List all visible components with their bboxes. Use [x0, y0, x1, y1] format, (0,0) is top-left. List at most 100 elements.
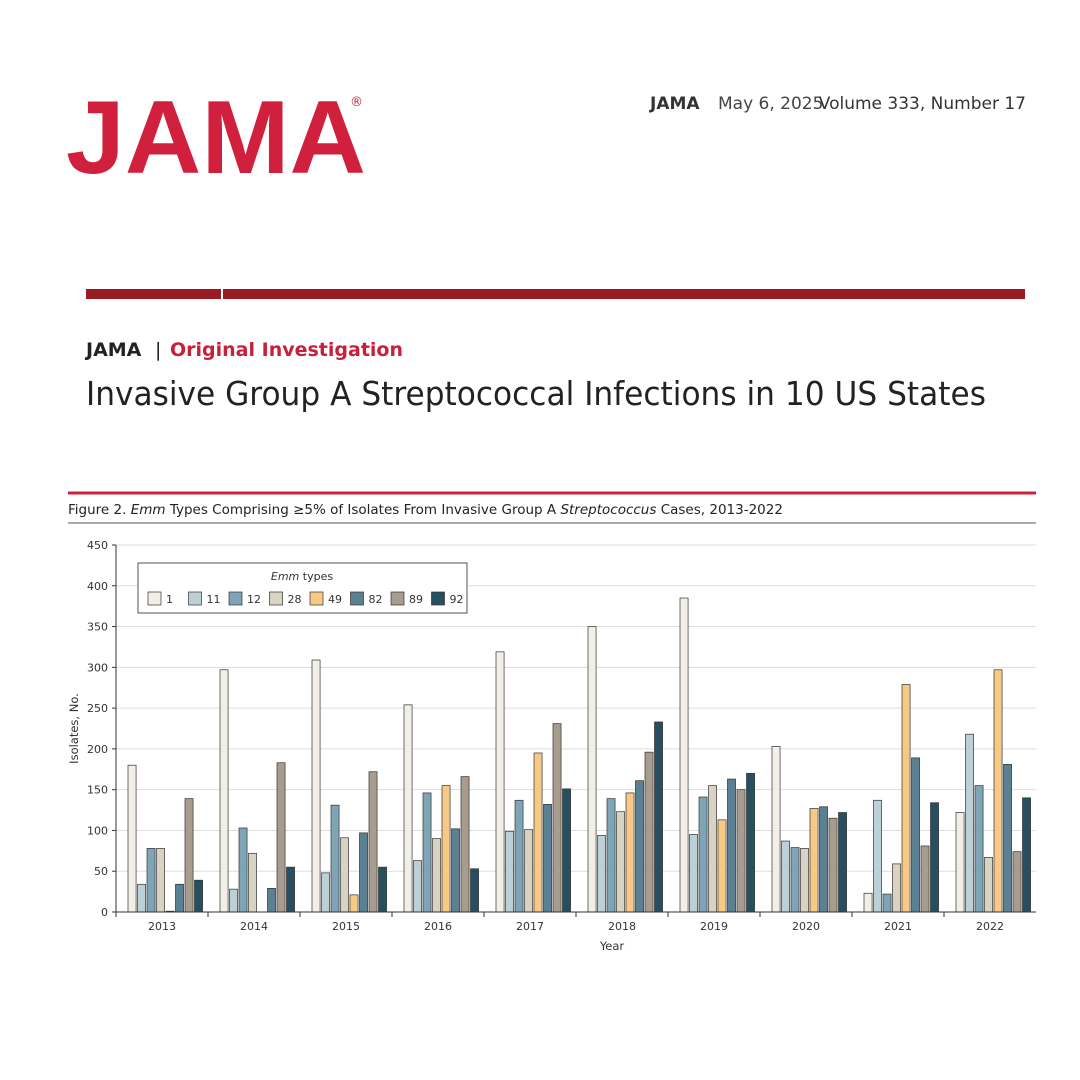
bar	[955, 812, 965, 913]
bar	[311, 659, 321, 913]
legend-label: 12	[247, 593, 261, 606]
legend-swatch	[269, 591, 283, 606]
logo: JAMA	[66, 80, 366, 196]
bar	[698, 796, 708, 913]
bar	[543, 803, 552, 913]
bar	[276, 762, 286, 913]
article-journal: JAMA	[84, 339, 142, 361]
bar	[689, 834, 698, 913]
x-tick-label: 2015	[332, 920, 360, 933]
bar	[930, 802, 939, 913]
bar	[616, 811, 625, 913]
bar	[597, 834, 606, 913]
bar	[984, 857, 993, 913]
bar	[403, 704, 413, 913]
bar	[413, 860, 422, 913]
bar	[790, 847, 800, 913]
legend-swatch	[431, 591, 445, 606]
bar	[1012, 851, 1022, 913]
logo-mark: ®	[350, 95, 363, 110]
bar	[1022, 797, 1031, 913]
y-axis-label: Isolates, No.	[67, 693, 81, 764]
bar	[920, 845, 930, 913]
legend-label: 28	[288, 593, 302, 606]
bar	[873, 799, 882, 913]
rule-gap	[221, 289, 223, 299]
bar	[892, 863, 901, 913]
bar	[533, 752, 543, 913]
bar	[562, 788, 571, 913]
x-tick-label: 2017	[516, 920, 544, 933]
x-tick-label: 2019	[700, 920, 728, 933]
legend-label: 92	[450, 593, 464, 606]
bar	[441, 785, 451, 913]
x-axis-label: Year	[599, 939, 625, 953]
bar	[219, 669, 229, 913]
bar	[828, 817, 838, 913]
y-tick-label: 200	[87, 743, 108, 756]
bar	[635, 780, 644, 913]
legend-label: 82	[369, 593, 383, 606]
title-part: Cases, 2013-2022	[656, 502, 783, 518]
bar	[717, 819, 727, 913]
legend-swatch	[309, 591, 324, 606]
x-tick-label: 2016	[424, 920, 452, 933]
bar	[514, 799, 524, 913]
bar	[460, 776, 470, 913]
title-part: Emm	[131, 502, 166, 518]
bar	[451, 828, 460, 913]
legend-swatch	[228, 591, 243, 606]
bar	[965, 733, 974, 913]
legend-swatch	[188, 591, 202, 606]
title-part: Figure 2.	[68, 502, 131, 518]
bar	[625, 792, 635, 913]
bar	[727, 778, 736, 913]
x-tick-label: 2018	[608, 920, 636, 933]
bar	[771, 746, 781, 913]
bar	[422, 792, 432, 913]
bar	[378, 866, 387, 913]
y-tick-label: 50	[94, 865, 108, 878]
bar	[146, 848, 156, 913]
bar	[901, 684, 911, 913]
y-tick-label: 400	[87, 580, 108, 593]
bar	[267, 887, 276, 913]
bar	[800, 848, 809, 913]
bar	[708, 785, 717, 913]
bar	[286, 866, 295, 913]
bar	[974, 785, 984, 913]
bar	[156, 848, 165, 913]
title-part: Streptococcus	[560, 502, 656, 518]
bar	[127, 764, 137, 913]
chart: 0 50 100 150 200 250 300 350 400 450 Isolates, No.…	[67, 539, 1036, 953]
x-tick-label: 2013	[148, 920, 176, 933]
figure-title: Figure 2. Emm Types Comprising ≥5% of Is…	[68, 502, 783, 518]
bar	[495, 651, 505, 913]
bar	[606, 798, 616, 913]
y-tick-label: 100	[87, 824, 108, 837]
bar	[137, 883, 146, 913]
bar	[1003, 764, 1012, 913]
bar	[359, 832, 368, 913]
x-tick-label: 2014	[240, 920, 268, 933]
y-tick-label: 350	[87, 621, 108, 634]
bar	[736, 789, 746, 913]
bar	[330, 804, 340, 913]
bar	[863, 892, 873, 913]
bar	[194, 879, 203, 913]
bar	[911, 757, 920, 913]
y-tick-label: 0	[101, 906, 108, 919]
legend-label: 1	[166, 593, 173, 606]
bar	[321, 872, 330, 913]
x-tick-label: 2021	[884, 920, 912, 933]
bar	[524, 829, 533, 913]
legend-swatch	[350, 591, 364, 606]
article-section: Original Investigation	[170, 339, 403, 361]
bar	[809, 808, 819, 913]
bar	[679, 597, 689, 913]
bar	[349, 894, 359, 913]
header-date: May 6, 2025	[718, 94, 823, 114]
bar	[993, 669, 1003, 913]
title-part: Emm	[271, 570, 299, 583]
